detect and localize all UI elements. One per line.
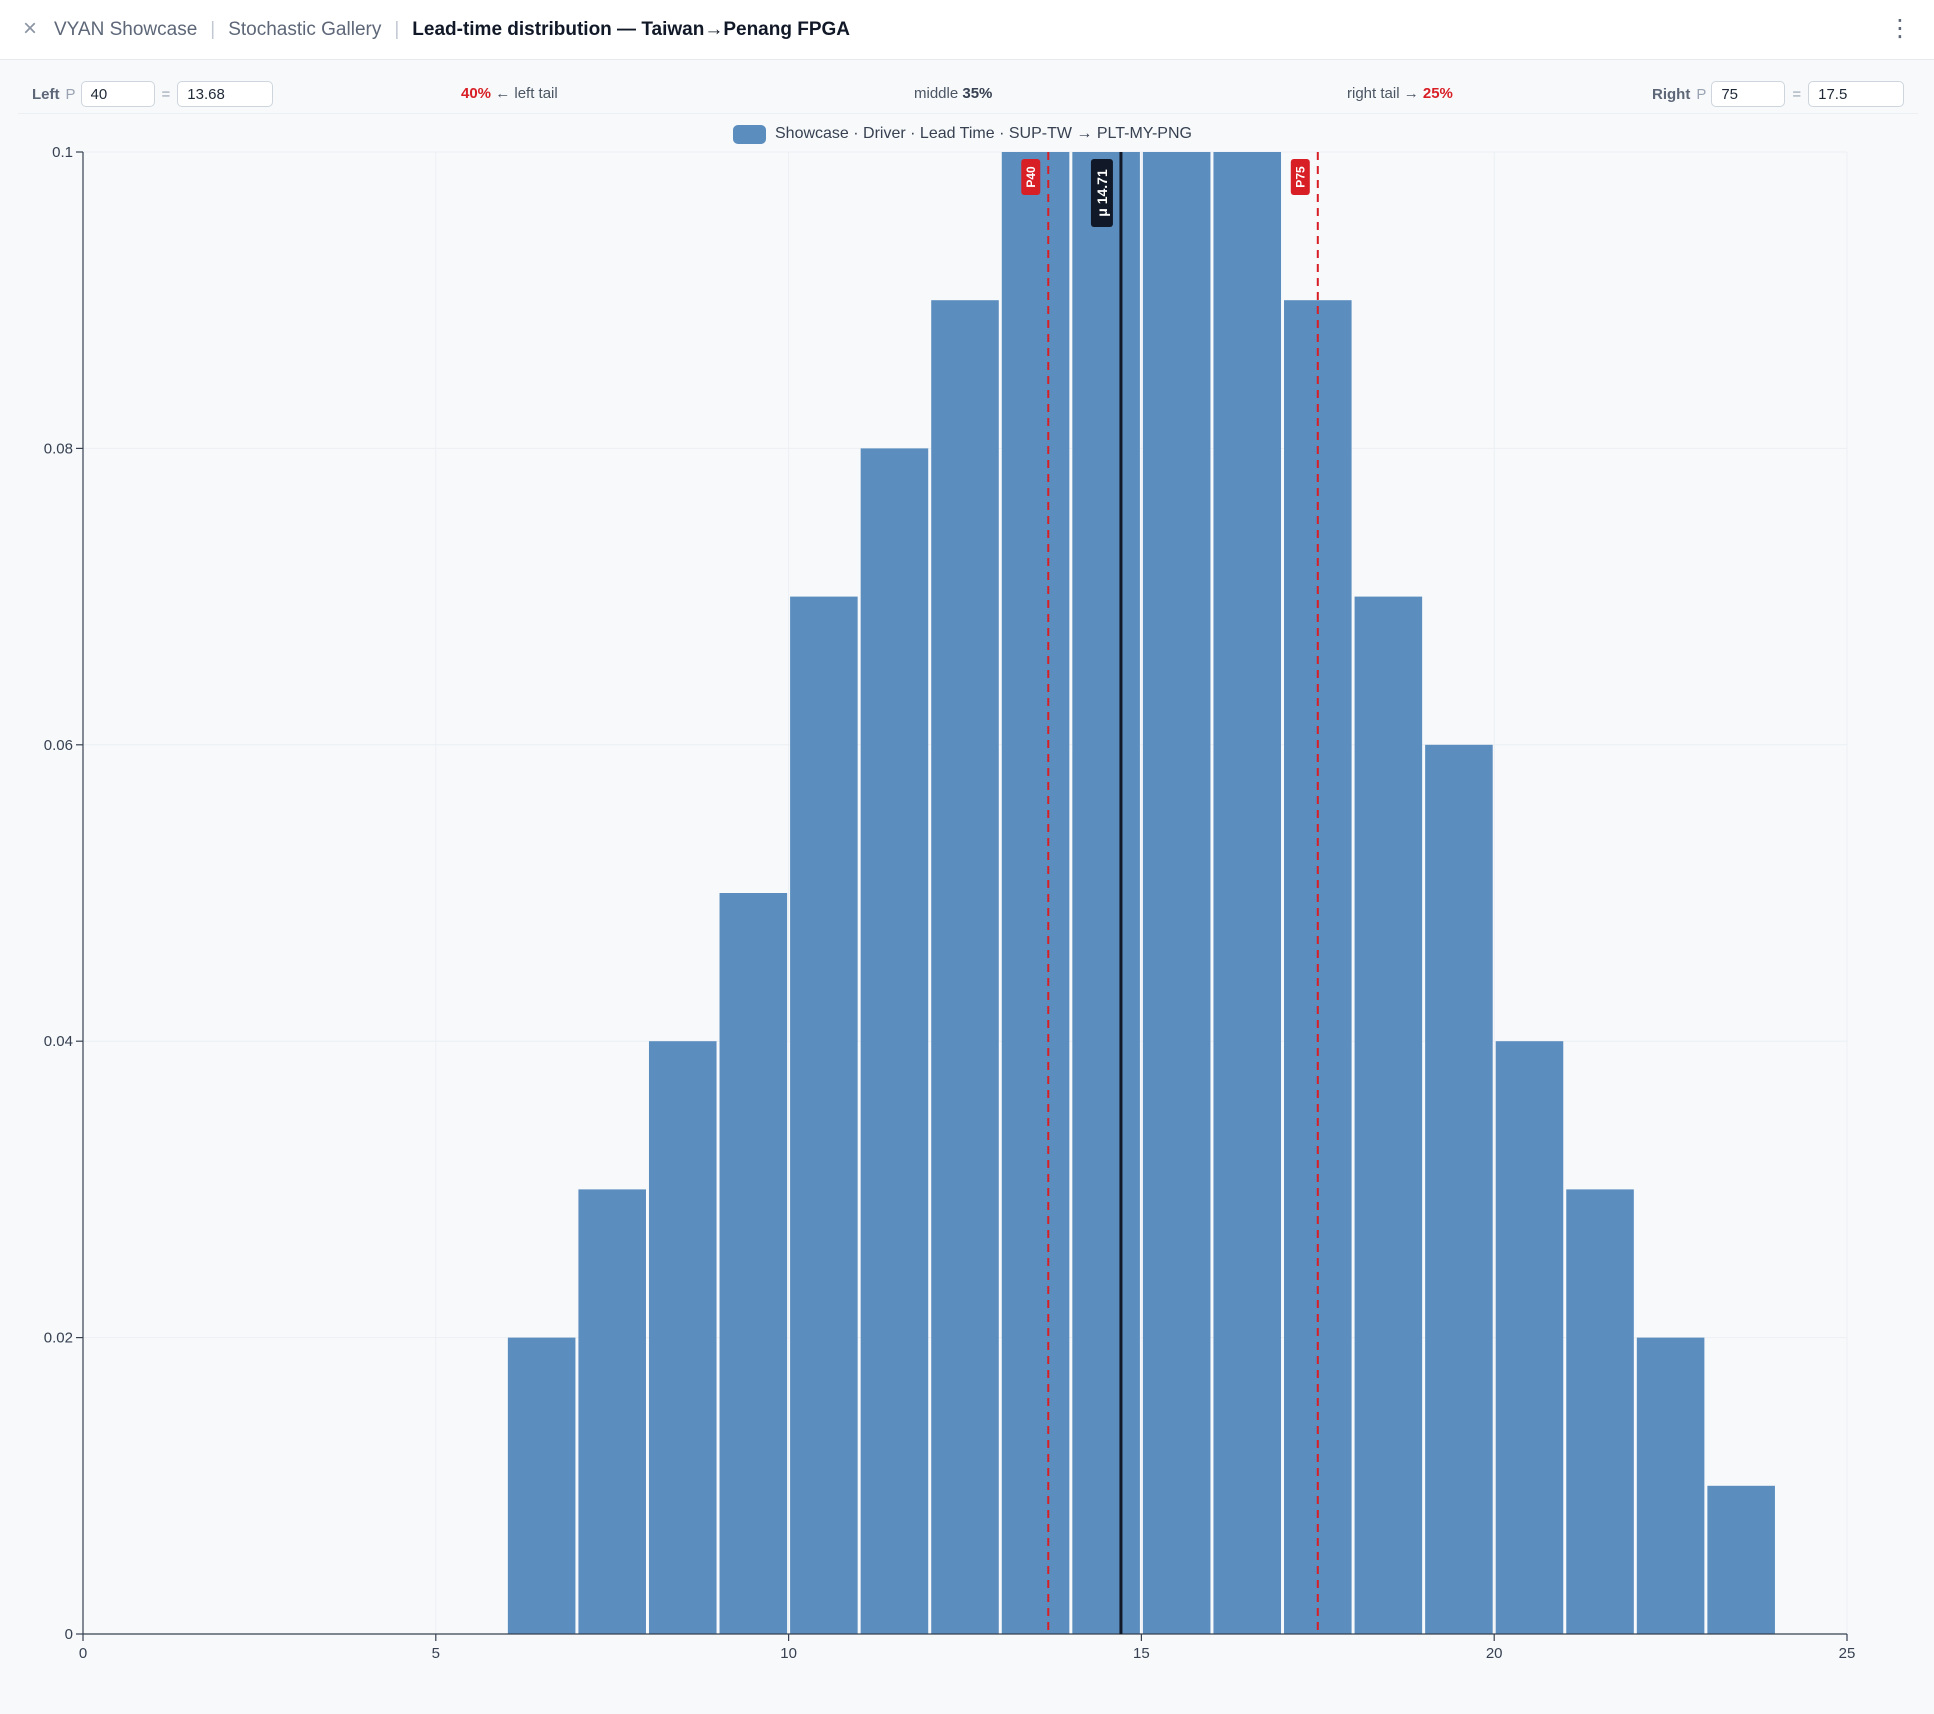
middle-label: middle: [914, 85, 959, 102]
y-tick-label: 0.08: [44, 440, 73, 457]
percentile-controls: Left P = 40% ← left tail middle 35% righ…: [18, 80, 1918, 108]
left-percentile-input[interactable]: [80, 81, 155, 107]
histogram-bar: [1213, 152, 1282, 1634]
x-tick-label: 25: [1839, 1645, 1856, 1662]
y-tick-label: 0.02: [44, 1330, 73, 1347]
x-tick-label: 0: [79, 1645, 87, 1662]
left-value-input[interactable]: [177, 81, 274, 107]
histogram-bar: [1495, 1041, 1564, 1634]
controls-divider: [18, 113, 1918, 114]
histogram-bar: [507, 1337, 576, 1634]
x-tick-label: 5: [432, 1645, 440, 1662]
right-p-label: P: [1696, 85, 1707, 103]
breadcrumb-separator: |: [394, 19, 400, 40]
histogram-bar: [1354, 596, 1423, 1634]
right-value-input[interactable]: [1808, 81, 1905, 107]
more-vertical-icon[interactable]: ⋮: [1888, 15, 1912, 42]
percentile-marker-badge: [1290, 159, 1310, 195]
breadcrumb-separator: |: [210, 19, 216, 40]
x-tick-label: 15: [1133, 1645, 1150, 1662]
left-percentile-group: Left P =: [32, 80, 274, 108]
histogram-bar: [1636, 1337, 1705, 1634]
page-title: Lead-time distribution — Taiwan→Penang F…: [412, 19, 851, 40]
histogram-bar: [1142, 152, 1211, 1634]
right-percentile-input[interactable]: [1711, 81, 1786, 107]
breadcrumb-item-gallery[interactable]: Stochastic Gallery: [228, 19, 382, 40]
histogram-bar: [1425, 744, 1493, 1634]
left-tail-label: ← left tail: [495, 85, 558, 102]
histogram-bar: [719, 893, 788, 1634]
right-percentile-group: Right P =: [1652, 80, 1905, 108]
histogram-bar: [578, 1189, 646, 1634]
legend-swatch: [733, 124, 766, 144]
right-tail-label: right tail →: [1347, 85, 1419, 102]
y-tick-label: 0: [65, 1626, 73, 1643]
percentile-marker-label: P40: [1024, 166, 1038, 188]
right-equals: =: [1792, 85, 1802, 103]
y-tick-label: 0.06: [44, 737, 73, 754]
chart-legend[interactable]: Showcase · Driver · Lead Time · SUP-TW →…: [733, 122, 1192, 146]
right-tail-summary: right tail → 25%: [1347, 80, 1453, 108]
mean-badge: [1090, 159, 1113, 227]
mean-label: μ 14.71: [1094, 169, 1110, 217]
right-tail-percent: 25%: [1422, 85, 1453, 102]
right-label: Right: [1652, 85, 1691, 103]
y-tick-label: 0.04: [44, 1033, 73, 1050]
x-tick-label: 10: [780, 1645, 797, 1662]
histogram-bar: [931, 300, 999, 1635]
percentile-marker-label: P75: [1293, 166, 1307, 188]
left-tail-summary: 40% ← left tail: [461, 80, 558, 108]
left-label: Left: [32, 85, 60, 103]
left-equals: =: [161, 85, 171, 103]
histogram-bar: [1001, 152, 1070, 1634]
breadcrumb-item-showcase[interactable]: VYAN Showcase: [54, 19, 198, 40]
y-tick-label: 0.1: [52, 144, 73, 161]
left-tail-percent: 40%: [461, 85, 492, 102]
histogram-bar: [1707, 1485, 1775, 1634]
header-bar: × VYAN Showcase | Stochastic Gallery | L…: [0, 0, 1934, 60]
left-p-label: P: [65, 85, 76, 103]
histogram-bar: [1072, 152, 1140, 1634]
breadcrumb: VYAN Showcase | Stochastic Gallery | Lea…: [54, 0, 850, 60]
histogram-bar: [790, 596, 858, 1634]
middle-percent: 35%: [962, 85, 993, 102]
histogram-bar: [1566, 1189, 1634, 1634]
middle-summary: middle 35%: [914, 80, 992, 108]
histogram-bar: [648, 1041, 717, 1634]
histogram-bar: [860, 448, 929, 1634]
legend-label: Showcase · Driver · Lead Time · SUP-TW →…: [775, 125, 1192, 142]
close-icon[interactable]: ×: [22, 15, 37, 42]
x-tick-label: 20: [1486, 1645, 1503, 1662]
percentile-marker-badge: [1021, 159, 1041, 195]
